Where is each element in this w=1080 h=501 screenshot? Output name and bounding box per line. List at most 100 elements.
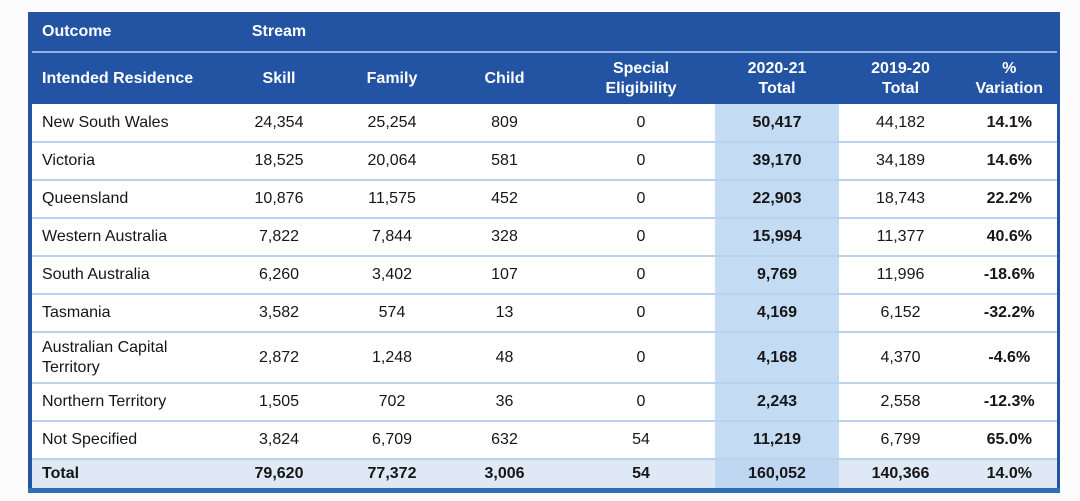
cell-total-2020-21: 22,903 bbox=[715, 180, 839, 219]
cell-residence: Australian Capital Territory bbox=[30, 332, 216, 384]
table-row: South Australia 6,260 3,402 107 0 9,769 … bbox=[30, 256, 1059, 295]
cell-total-2020-21: 39,170 bbox=[715, 142, 839, 181]
cell-total-2020-21: 2,243 bbox=[715, 383, 839, 422]
cell-child: 107 bbox=[442, 256, 567, 295]
cell-total-2020-21: 9,769 bbox=[715, 256, 839, 295]
cell-skill: 1,505 bbox=[216, 383, 342, 422]
cell-residence: South Australia bbox=[30, 256, 216, 295]
cell-special-eligibility: 0 bbox=[567, 383, 715, 422]
cell-variation: -32.2% bbox=[962, 294, 1059, 333]
cell-special-eligibility: 0 bbox=[567, 294, 715, 333]
table-row: New South Wales 24,354 25,254 809 0 50,4… bbox=[30, 104, 1059, 143]
col-header-total-2020-21: 2020-21 Total bbox=[715, 52, 839, 104]
outcome-header: Outcome bbox=[30, 12, 216, 53]
cell-skill: 3,582 bbox=[216, 294, 342, 333]
cell-residence: Not Specified bbox=[30, 421, 216, 460]
cell-total-2019-20: 11,996 bbox=[839, 256, 962, 295]
table-row: Tasmania 3,582 574 13 0 4,169 6,152 -32.… bbox=[30, 294, 1059, 333]
cell-child: 48 bbox=[442, 332, 567, 384]
col-header-variation: % Variation bbox=[962, 52, 1059, 104]
cell-skill: 2,872 bbox=[216, 332, 342, 384]
cell-residence: Tasmania bbox=[30, 294, 216, 333]
cell-family: 3,402 bbox=[342, 256, 442, 295]
table-row: Australian Capital Territory 2,872 1,248… bbox=[30, 332, 1059, 384]
cell-child: 452 bbox=[442, 180, 567, 219]
cell-family: 7,844 bbox=[342, 218, 442, 257]
migration-outcome-table: Outcome Stream Intended Residence Skill … bbox=[28, 12, 1060, 493]
cell-skill: 10,876 bbox=[216, 180, 342, 219]
stream-header: Stream bbox=[216, 12, 342, 53]
total-skill: 79,620 bbox=[216, 459, 342, 490]
col-header-intended-residence: Intended Residence bbox=[30, 52, 216, 104]
total-child: 3,006 bbox=[442, 459, 567, 490]
cell-variation: -4.6% bbox=[962, 332, 1059, 384]
cell-special-eligibility: 0 bbox=[567, 104, 715, 143]
cell-special-eligibility: 0 bbox=[567, 218, 715, 257]
cell-total-2019-20: 11,377 bbox=[839, 218, 962, 257]
cell-special-eligibility: 0 bbox=[567, 180, 715, 219]
cell-child: 632 bbox=[442, 421, 567, 460]
cell-family: 6,709 bbox=[342, 421, 442, 460]
cell-residence: Northern Territory bbox=[30, 383, 216, 422]
cell-child: 581 bbox=[442, 142, 567, 181]
cell-family: 574 bbox=[342, 294, 442, 333]
total-2019-20: 140,366 bbox=[839, 459, 962, 490]
cell-variation: 14.1% bbox=[962, 104, 1059, 143]
total-row: Total 79,620 77,372 3,006 54 160,052 140… bbox=[30, 459, 1059, 490]
cell-total-2019-20: 2,558 bbox=[839, 383, 962, 422]
cell-family: 702 bbox=[342, 383, 442, 422]
cell-total-2020-21: 4,168 bbox=[715, 332, 839, 384]
cell-family: 11,575 bbox=[342, 180, 442, 219]
cell-total-2019-20: 34,189 bbox=[839, 142, 962, 181]
cell-variation: 22.2% bbox=[962, 180, 1059, 219]
table-row: Western Australia 7,822 7,844 328 0 15,9… bbox=[30, 218, 1059, 257]
total-2020-21: 160,052 bbox=[715, 459, 839, 490]
cell-total-2019-20: 6,799 bbox=[839, 421, 962, 460]
total-label: Total bbox=[30, 459, 216, 490]
cell-child: 328 bbox=[442, 218, 567, 257]
cell-total-2019-20: 18,743 bbox=[839, 180, 962, 219]
cell-variation: -12.3% bbox=[962, 383, 1059, 422]
cell-child: 13 bbox=[442, 294, 567, 333]
table-row: Queensland 10,876 11,575 452 0 22,903 18… bbox=[30, 180, 1059, 219]
outcome-stream-header-row: Outcome Stream bbox=[30, 12, 1059, 53]
cell-variation: -18.6% bbox=[962, 256, 1059, 295]
cell-total-2020-21: 15,994 bbox=[715, 218, 839, 257]
cell-total-2020-21: 11,219 bbox=[715, 421, 839, 460]
cell-residence: Victoria bbox=[30, 142, 216, 181]
total-variation: 14.0% bbox=[962, 459, 1059, 490]
cell-total-2019-20: 44,182 bbox=[839, 104, 962, 143]
cell-residence: Western Australia bbox=[30, 218, 216, 257]
cell-family: 25,254 bbox=[342, 104, 442, 143]
cell-variation: 40.6% bbox=[962, 218, 1059, 257]
cell-special-eligibility: 54 bbox=[567, 421, 715, 460]
cell-residence: New South Wales bbox=[30, 104, 216, 143]
cell-special-eligibility: 0 bbox=[567, 332, 715, 384]
cell-family: 20,064 bbox=[342, 142, 442, 181]
migration-table-container: Outcome Stream Intended Residence Skill … bbox=[28, 12, 1060, 493]
cell-special-eligibility: 0 bbox=[567, 142, 715, 181]
col-header-family: Family bbox=[342, 52, 442, 104]
cell-variation: 65.0% bbox=[962, 421, 1059, 460]
cell-skill: 6,260 bbox=[216, 256, 342, 295]
col-header-total-2019-20: 2019-20 Total bbox=[839, 52, 962, 104]
table-row: Victoria 18,525 20,064 581 0 39,170 34,1… bbox=[30, 142, 1059, 181]
total-family: 77,372 bbox=[342, 459, 442, 490]
cell-residence: Queensland bbox=[30, 180, 216, 219]
header-filler bbox=[342, 12, 1059, 53]
total-special-eligibility: 54 bbox=[567, 459, 715, 490]
cell-family: 1,248 bbox=[342, 332, 442, 384]
cell-skill: 7,822 bbox=[216, 218, 342, 257]
cell-total-2019-20: 4,370 bbox=[839, 332, 962, 384]
cell-total-2019-20: 6,152 bbox=[839, 294, 962, 333]
cell-special-eligibility: 0 bbox=[567, 256, 715, 295]
cell-child: 36 bbox=[442, 383, 567, 422]
cell-skill: 24,354 bbox=[216, 104, 342, 143]
table-row: Northern Territory 1,505 702 36 0 2,243 … bbox=[30, 383, 1059, 422]
cell-total-2020-21: 4,169 bbox=[715, 294, 839, 333]
col-header-skill: Skill bbox=[216, 52, 342, 104]
cell-skill: 3,824 bbox=[216, 421, 342, 460]
cell-skill: 18,525 bbox=[216, 142, 342, 181]
cell-child: 809 bbox=[442, 104, 567, 143]
column-header-row: Intended Residence Skill Family Child Sp… bbox=[30, 52, 1059, 104]
